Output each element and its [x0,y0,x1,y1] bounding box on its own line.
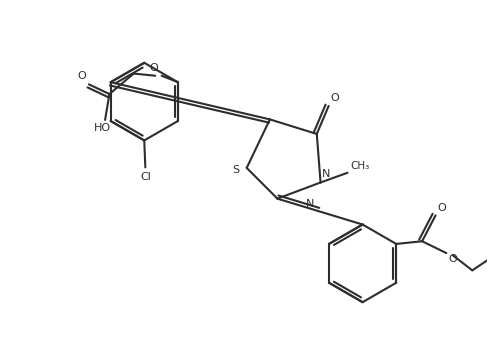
Text: Cl: Cl [140,172,151,182]
Text: CH₃: CH₃ [351,161,370,171]
Text: N: N [322,169,330,179]
Text: O: O [438,203,447,213]
Text: O: O [150,63,159,73]
Text: O: O [331,93,340,103]
Text: O: O [77,71,86,81]
Text: S: S [232,165,239,175]
Text: O: O [448,254,457,264]
Text: N: N [305,199,314,209]
Text: HO: HO [94,123,111,133]
